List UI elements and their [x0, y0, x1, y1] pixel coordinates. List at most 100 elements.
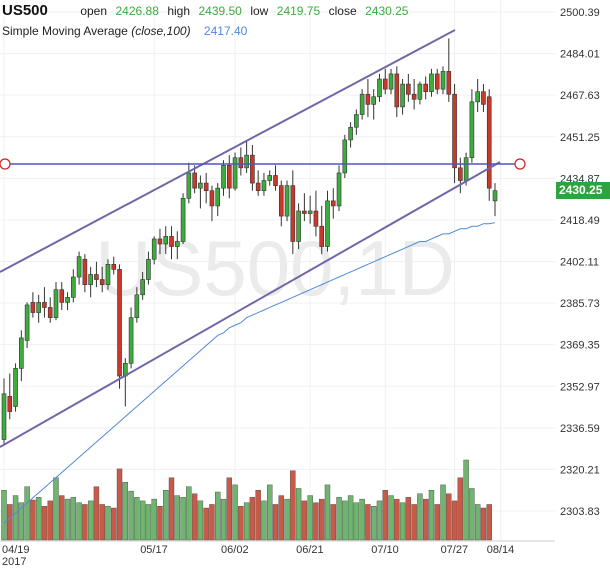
- candle-body: [417, 83, 423, 100]
- candle-body: [429, 73, 434, 92]
- candle-body: [267, 175, 273, 181]
- candles: [1, 38, 498, 445]
- candle-body: [53, 289, 59, 318]
- volume-bar: [41, 506, 48, 541]
- volume-bar: [139, 500, 146, 541]
- candle-body: [336, 172, 342, 207]
- low-value: 2419.75: [276, 4, 321, 18]
- y-tick-label: 2484.01: [560, 49, 600, 61]
- candle-body: [296, 210, 301, 242]
- horizontal-line-right-handle[interactable]: [514, 158, 526, 170]
- volume-bar: [451, 500, 458, 541]
- candle-body: [42, 302, 47, 308]
- volume-bar: [388, 495, 394, 541]
- last-price-tag: 2430.25: [556, 182, 610, 199]
- volume-bar: [18, 502, 25, 541]
- volume-bar: [30, 499, 36, 541]
- volume-bar: [157, 506, 163, 541]
- candle-body: [400, 83, 405, 108]
- channel-upper-line[interactable]: [0, 29, 456, 273]
- candle-body: [71, 276, 76, 298]
- sma-path: [3, 222, 496, 524]
- candle-body: [354, 114, 359, 128]
- volume-bar: [405, 497, 412, 541]
- candle-body: [382, 78, 388, 90]
- horizontal-line-left-handle[interactable]: [0, 158, 11, 170]
- volume-bar: [394, 498, 400, 541]
- volume-bar: [457, 477, 464, 541]
- candle-body: [302, 210, 307, 214]
- candle-body: [440, 71, 446, 90]
- x-tick-label: 06/21: [296, 544, 324, 556]
- open-label: open: [80, 4, 108, 18]
- volume-bar: [480, 507, 487, 541]
- x-tick-label: 05/17: [140, 544, 168, 556]
- candle-body: [146, 258, 151, 280]
- candle-body: [325, 200, 330, 247]
- candle-body: [76, 256, 82, 278]
- candle-body: [226, 165, 232, 189]
- channel-lower-line[interactable]: [0, 161, 501, 448]
- candle-body: [221, 165, 226, 189]
- volume-bar: [324, 484, 331, 541]
- volume-bar: [469, 488, 475, 541]
- candle-body: [1, 393, 7, 440]
- volume-bar: [122, 482, 129, 541]
- candle-body: [486, 96, 492, 189]
- candle-body: [24, 304, 30, 341]
- candle-body: [377, 78, 382, 98]
- volume-bar: [313, 502, 319, 541]
- volume-bar: [272, 504, 279, 541]
- candle-body: [157, 238, 163, 245]
- volume-bar: [70, 497, 77, 541]
- candle-body: [13, 368, 18, 407]
- volume-bar: [163, 490, 169, 541]
- candle-body: [105, 264, 111, 285]
- volume-bar: [249, 497, 256, 541]
- volume-bar: [267, 484, 273, 541]
- candle-body: [244, 154, 249, 169]
- volume-bar: [370, 506, 377, 541]
- y-tick-label: 2303.83: [560, 506, 600, 518]
- volume-bar: [307, 495, 313, 541]
- volume-bar: [59, 495, 65, 541]
- volume-bar: [319, 498, 325, 541]
- volume-bar: [232, 484, 238, 541]
- x-year-label: 2017: [2, 556, 26, 568]
- candle-body: [452, 93, 457, 169]
- candle-body: [250, 154, 255, 184]
- volume-bar: [353, 502, 360, 541]
- candle-body: [342, 139, 348, 174]
- time-axis[interactable]: 04/19 05/17 06/02 06/21 07/10 07/27 08/14 2017: [0, 540, 555, 568]
- volume-bar: [440, 484, 446, 541]
- volume-bar: [174, 495, 180, 541]
- volume-bar: [290, 470, 296, 541]
- volume-bars: [1, 459, 492, 541]
- candle-body: [232, 157, 238, 189]
- candle-body: [192, 172, 197, 189]
- candle-body: [117, 269, 122, 377]
- volume-bar: [180, 497, 186, 541]
- volume-bar: [145, 504, 152, 541]
- price-axis[interactable]: 2500.392484.012467.632451.252434.872418.…: [560, 7, 600, 518]
- sma-legend[interactable]: Simple Moving Average (close,100) 2417.4…: [2, 24, 247, 38]
- volume-bar: [87, 500, 94, 541]
- volume-bar: [134, 497, 140, 541]
- candle-body: [94, 274, 99, 280]
- x-tick-label: 08/14: [487, 544, 515, 556]
- volume-bar: [446, 493, 452, 541]
- y-tick-label: 2352.97: [560, 381, 600, 393]
- volume-bar: [191, 493, 198, 541]
- candle-body: [186, 172, 192, 199]
- volume-bar: [411, 504, 417, 541]
- volume-bar: [278, 495, 284, 541]
- y-tick-label: 2451.25: [560, 132, 600, 144]
- volume-bar: [301, 500, 308, 541]
- candle-body: [434, 73, 440, 90]
- trend-drawings[interactable]: [0, 29, 526, 448]
- volume-bar: [336, 497, 342, 541]
- sma-line: [3, 222, 496, 524]
- volume-bar: [105, 506, 111, 541]
- volume-bar: [151, 498, 157, 541]
